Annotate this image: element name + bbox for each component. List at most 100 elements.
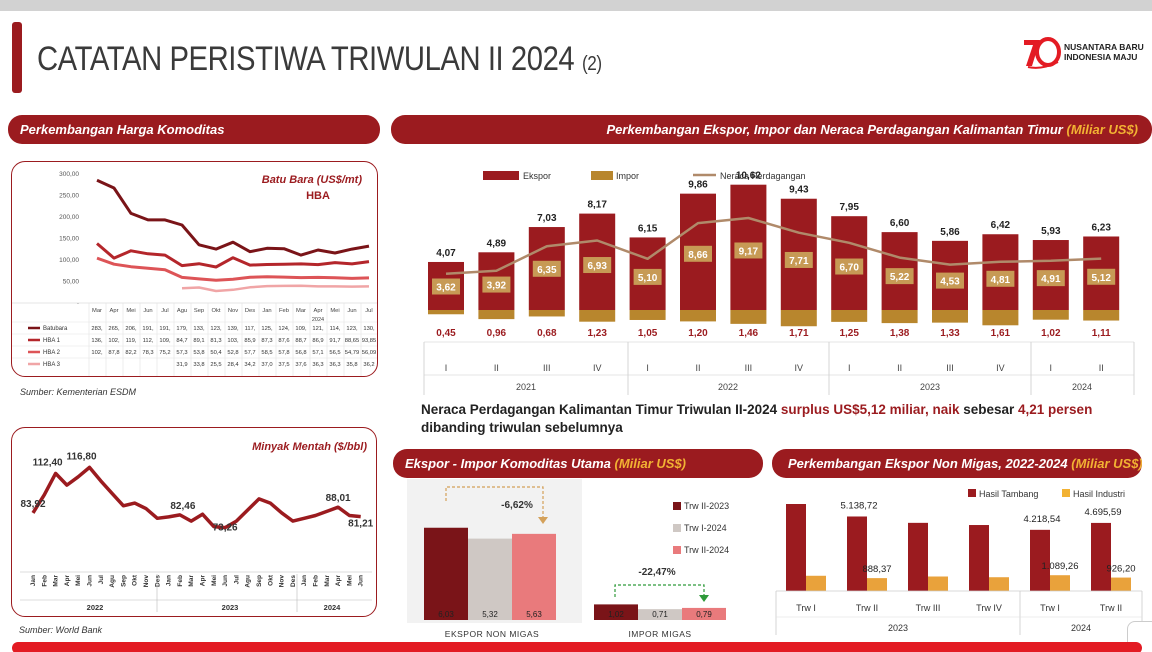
bar-label: 5,32 [482, 610, 498, 619]
bar-label-ekspor: 9,86 [688, 180, 708, 191]
legend-swatch [673, 502, 681, 510]
legend-label-neraca: Neraca Perdagangan [720, 171, 806, 181]
summary-part-5: dibanding triwulan sebelumnya [421, 420, 623, 435]
bar-label-industri: 926,20 [1106, 564, 1135, 575]
x-tick-label: Agu [177, 308, 187, 314]
bar-impor [428, 310, 464, 315]
x-tick-label: Apr [335, 575, 342, 587]
table-cell: 56,09 [362, 350, 377, 356]
neraca-label: 4,91 [1041, 274, 1061, 285]
chart-title: Minyak Mentah ($/bbl) [252, 441, 367, 453]
legend-swatch-industri [1062, 489, 1070, 497]
bar-label: 0,71 [652, 610, 668, 619]
table-cell: 35,8 [346, 362, 357, 368]
summary-text: Neraca Perdagangan Kalimantan Timur Triw… [421, 401, 1141, 437]
point-label: 82,46 [170, 501, 195, 512]
x-tick-label: Trw II [1100, 603, 1122, 613]
point-label: 81,21 [348, 519, 373, 530]
table-cell: 86,9 [312, 338, 323, 344]
series-line-minyak [31, 465, 361, 530]
legend-label: HBA 1 [43, 338, 61, 344]
x-tick-label: Mar [53, 575, 60, 587]
point-label: 116,80 [66, 451, 96, 462]
table-cell: 93,85 [362, 338, 377, 344]
neraca-label-box [1036, 270, 1065, 287]
table-cell: 53,8 [193, 350, 204, 356]
x-tick-label: Apr [64, 575, 71, 587]
x-tick-label: Mar [188, 575, 195, 587]
banner-komoditas-utama: Ekspor - Impor Komoditas Utama (Miliar U… [393, 449, 763, 478]
bottom-bar [12, 642, 1142, 652]
x-tick-label: Sep [256, 575, 263, 587]
table-cell: 91,7 [329, 338, 340, 344]
neraca-label: 4,81 [991, 275, 1011, 286]
bar-hasil-tambang [1030, 529, 1050, 591]
bar-label-industri: 888,37 [862, 564, 891, 575]
table-cell: 36,3 [329, 362, 340, 368]
bar-impor [780, 310, 817, 327]
neraca-label-box [432, 278, 460, 295]
x-tick-label: Jul [233, 575, 240, 585]
table-cell: 56,8 [295, 350, 306, 356]
x-tick-label: Trw III [916, 603, 941, 613]
neraca-label-box [583, 257, 612, 274]
top-strip [0, 0, 1152, 11]
table-cell: 133, [193, 326, 205, 332]
logo-line-1: NUSANTARA BARU [1064, 42, 1144, 52]
x-tick-label: Jun [87, 575, 94, 587]
x-tick-label: Jun [347, 308, 356, 314]
x-tick-quarter: III [946, 363, 954, 373]
bar-ekspor-non-migas [512, 533, 556, 620]
legend-label: Trw II-2024 [684, 545, 729, 555]
bar-hasil-tambang [847, 516, 867, 591]
banner-ekspor-impor: Perkembangan Ekspor, Impor dan Neraca Pe… [391, 115, 1152, 144]
banner-non-migas-unit: (Miliar US$) [1071, 456, 1142, 471]
bar-label-tambang: 4.218,54 [1024, 514, 1061, 525]
table-cell: 56,5 [329, 350, 340, 356]
bar-ekspor-non-migas [424, 527, 468, 620]
bar-hasil-tambang [908, 522, 928, 591]
x-tick-label: Okt [267, 574, 274, 586]
neraca-label: 6,93 [587, 261, 607, 272]
x-tick-label: Jun [222, 575, 229, 587]
x-tick-label: Jul [161, 308, 168, 314]
table-cell: 57,3 [176, 350, 187, 356]
bar-impor [528, 310, 565, 317]
bar-hasil-tambang [969, 525, 989, 591]
bar-label-ekspor: 4,89 [487, 238, 507, 249]
bar-impor [629, 310, 666, 320]
y-tick-label: 100,00 [59, 257, 79, 264]
legend-swatch [673, 524, 681, 532]
table-cell: 88,65 [345, 338, 360, 344]
bar-label-impor: 1,25 [839, 328, 859, 339]
x-tick-label: Okt [211, 308, 220, 314]
table-cell: 124, [278, 326, 290, 332]
chart-ekspor-non-migas: Hasil Tambang Hasil Industri 5.138,72 888,3… [775, 489, 1143, 635]
x-tick-label: Feb [177, 575, 184, 587]
summary-part-1: Neraca Perdagangan Kalimantan Timur Triw… [421, 402, 781, 417]
x-tick-quarter: I [1050, 363, 1053, 373]
x-tick-label: Jun [358, 575, 365, 587]
series-line-hba-2 [96, 256, 370, 282]
bar-label: 0,79 [696, 610, 712, 619]
y-tick-label: 150,00 [59, 236, 79, 243]
banner-komoditas-utama-unit: (Miliar US$) [614, 456, 687, 471]
bar-label-impor: 1,46 [739, 328, 759, 339]
bar-impor [579, 310, 616, 322]
x-tick-quarter: I [445, 363, 448, 373]
neraca-label-box [986, 270, 1015, 287]
x-tick-label: Apr [200, 575, 207, 587]
bar-label-ekspor: 5,86 [940, 227, 960, 238]
bar-label-impor: 0,96 [487, 328, 507, 339]
x-tick-label: Feb [41, 575, 48, 587]
table-cell: 139, [227, 326, 239, 332]
point-label: 83,92 [20, 499, 45, 510]
annotation-arrowhead-impor [699, 595, 709, 602]
logo-79-icon [1024, 37, 1061, 69]
table-cell: 283, [91, 326, 103, 332]
neraca-label-box [936, 272, 964, 289]
x-tick-label: Mei [346, 575, 353, 586]
table-cell: 75,2 [159, 350, 170, 356]
neraca-label: 6,70 [839, 263, 859, 274]
table-cell: 87,3 [261, 338, 272, 344]
